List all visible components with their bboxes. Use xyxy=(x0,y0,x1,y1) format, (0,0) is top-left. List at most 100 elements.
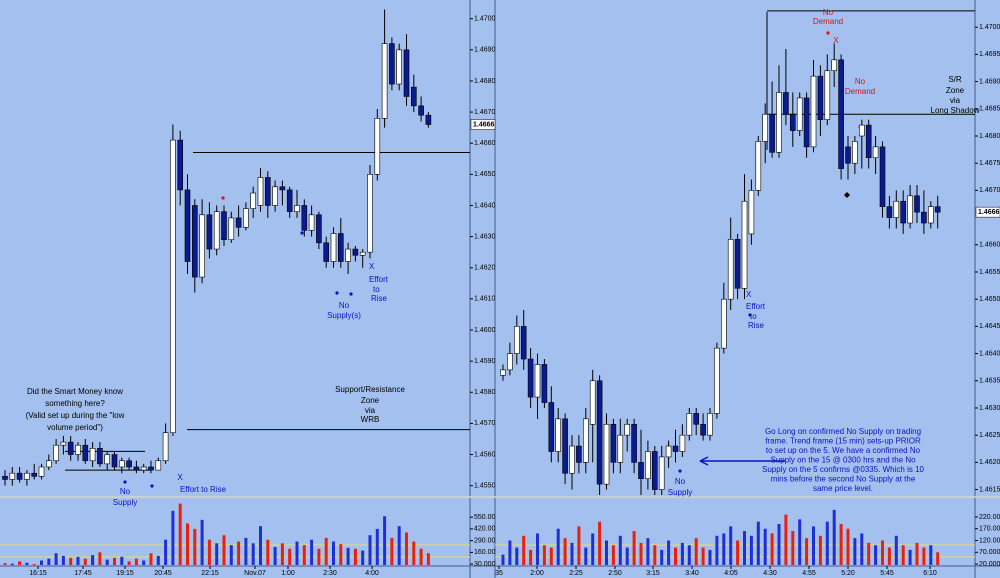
candlestick xyxy=(907,184,913,229)
candlestick xyxy=(589,369,596,463)
annotation: S/R xyxy=(948,75,962,84)
candlestick xyxy=(213,205,220,256)
candle-body xyxy=(831,59,838,72)
candle-body xyxy=(16,472,23,480)
volume-bar xyxy=(591,533,595,565)
candlestick xyxy=(555,407,562,463)
candlestick xyxy=(700,413,706,441)
candle-body xyxy=(686,413,693,436)
annotation: same price level. xyxy=(813,484,873,493)
pointer-arrow xyxy=(699,456,785,466)
candle-body xyxy=(838,59,844,169)
candle-body xyxy=(631,423,637,463)
candle-body xyxy=(352,248,359,256)
candle-body xyxy=(569,445,575,474)
candle-body xyxy=(789,113,796,131)
annotation: to xyxy=(750,312,757,321)
volume-bar xyxy=(32,564,36,565)
last-price-box xyxy=(470,119,496,130)
candlestick xyxy=(9,466,16,486)
y-tick-label: 1.4600 xyxy=(474,327,496,334)
volume-bar xyxy=(812,526,815,565)
candle-body xyxy=(148,466,154,471)
annotation: X xyxy=(833,36,839,45)
volume-bar xyxy=(660,549,664,565)
candle-body xyxy=(89,448,96,462)
volume-bar xyxy=(368,535,372,565)
candlestick xyxy=(789,92,796,147)
candle-body xyxy=(2,476,8,480)
x-tick-label: 2:50 xyxy=(608,570,622,577)
volume-bar xyxy=(584,547,588,565)
candlestick xyxy=(507,342,513,376)
x-tick-label: 19:15 xyxy=(116,570,134,577)
y-tick-label: 1.4630 xyxy=(979,405,1000,412)
candlestick xyxy=(286,186,293,218)
volume-bar xyxy=(259,526,262,565)
candlestick xyxy=(631,418,637,474)
candle-body xyxy=(24,472,30,480)
volume-bar xyxy=(229,545,233,565)
volume-bar xyxy=(791,531,795,565)
volume-tick-label: 550.00 xyxy=(474,514,496,521)
candlestick xyxy=(104,451,110,471)
candlestick xyxy=(645,440,651,490)
annotation: No xyxy=(675,477,686,486)
volume-tick-label: 70.000 xyxy=(979,549,1000,556)
volume-tick-label: 420.00 xyxy=(474,526,496,533)
volume-tick-label: 170.00 xyxy=(979,526,1000,533)
candlestick xyxy=(250,186,256,218)
volume-bar xyxy=(743,531,746,565)
volume-bar xyxy=(18,561,22,565)
candle-body xyxy=(658,456,665,490)
volume-bar xyxy=(715,535,719,565)
candlestick xyxy=(31,463,38,480)
candlestick xyxy=(264,171,271,218)
candle-body xyxy=(170,139,176,434)
candlestick xyxy=(45,454,52,471)
candlestick xyxy=(576,435,582,474)
dot xyxy=(150,484,154,488)
candle-body xyxy=(199,214,205,278)
volume-bar xyxy=(874,545,878,565)
y-tick-label: 1.4700 xyxy=(979,24,1000,31)
candlestick xyxy=(111,451,118,471)
volume-bar xyxy=(164,539,168,565)
volume-bar xyxy=(846,528,850,565)
annotation: Demand xyxy=(845,87,875,96)
candle-body xyxy=(60,441,67,446)
candle-body xyxy=(403,49,410,97)
x-tick-label: 6:10 xyxy=(923,570,937,577)
candlestick xyxy=(762,103,769,164)
volume-bar xyxy=(142,560,146,565)
candle-body xyxy=(133,466,140,471)
candlestick xyxy=(294,189,300,218)
candle-body xyxy=(734,239,741,289)
candlestick xyxy=(97,442,103,467)
volume-bar xyxy=(280,543,284,565)
candlestick xyxy=(693,407,700,436)
candle-body xyxy=(603,423,610,485)
volume-bar xyxy=(237,541,241,565)
volume-tick-label: 160.00 xyxy=(474,549,496,556)
annotation: X xyxy=(369,262,375,271)
annotation: No xyxy=(855,77,866,86)
volume-bar xyxy=(860,533,864,565)
x-tick-label: 3:40 xyxy=(685,570,699,577)
volume-bar xyxy=(839,524,843,565)
volume-bar xyxy=(339,544,343,565)
candle-body xyxy=(374,118,381,175)
candle-body xyxy=(776,92,782,153)
volume-bar xyxy=(708,549,712,565)
x-tick-label: 2:00 xyxy=(530,570,544,577)
candle-body xyxy=(279,186,286,191)
candlestick xyxy=(776,65,782,158)
volume-bar xyxy=(867,542,871,565)
candle-body xyxy=(381,43,388,119)
last-price-label: 1.4666 xyxy=(978,209,1000,216)
candlestick xyxy=(934,195,941,229)
candlestick xyxy=(323,236,330,268)
dot xyxy=(748,313,752,317)
candle-body xyxy=(111,454,118,468)
candle-body xyxy=(796,97,803,131)
